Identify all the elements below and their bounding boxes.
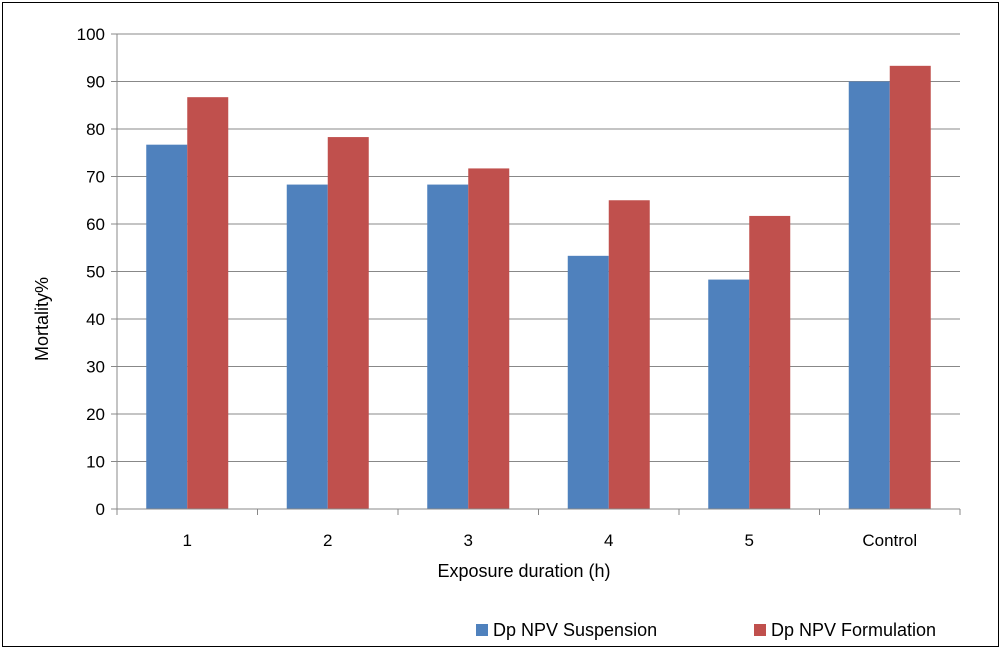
y-tick-label: 50 (86, 263, 105, 282)
bar (427, 184, 469, 509)
bars (146, 65, 931, 510)
bar (286, 184, 328, 509)
legend-swatch (476, 624, 488, 636)
legend-label: Dp NPV Formulation (771, 620, 936, 640)
bar (608, 200, 650, 509)
bar (327, 137, 369, 509)
bar (146, 144, 188, 510)
x-tick-label: Control (862, 531, 917, 550)
y-tick-label: 70 (86, 168, 105, 187)
x-tick-labels: 1 2 3 4 5 Control (183, 531, 918, 550)
y-tick-label: 80 (86, 120, 105, 139)
y-tick-label: 90 (86, 73, 105, 92)
legend: Dp NPV Suspension Dp NPV Formulation (476, 620, 936, 640)
x-tick-label: 2 (323, 531, 332, 550)
bar (749, 215, 791, 510)
y-tick-label: 100 (77, 25, 105, 44)
bar (708, 279, 750, 509)
bar (889, 65, 931, 509)
y-tick-label: 40 (86, 310, 105, 329)
y-tick-label: 20 (86, 405, 105, 424)
bar (567, 255, 609, 509)
bar-chart: 0 10 20 30 40 50 60 70 80 90 100 1 2 3 4 5 Control Mort… (32, 25, 961, 640)
x-tick-label: 3 (464, 531, 473, 550)
y-tick-label: 0 (96, 500, 105, 519)
bar (187, 97, 229, 510)
bar (468, 168, 510, 510)
gridlines (117, 33, 960, 462)
y-tick-label: 60 (86, 215, 105, 234)
x-tick-label: 1 (183, 531, 192, 550)
bar (848, 81, 890, 509)
y-tick-labels: 0 10 20 30 40 50 60 70 80 90 100 (77, 25, 105, 519)
y-tick-label: 10 (86, 453, 105, 472)
y-tick-label: 30 (86, 358, 105, 377)
axes (111, 33, 961, 515)
legend-swatch (754, 624, 766, 636)
x-tick-label: 4 (604, 531, 613, 550)
x-axis-label: Exposure duration (h) (437, 561, 610, 581)
y-axis-label: Mortality% (32, 277, 52, 361)
legend-label: Dp NPV Suspension (493, 620, 657, 640)
x-tick-label: 5 (745, 531, 754, 550)
